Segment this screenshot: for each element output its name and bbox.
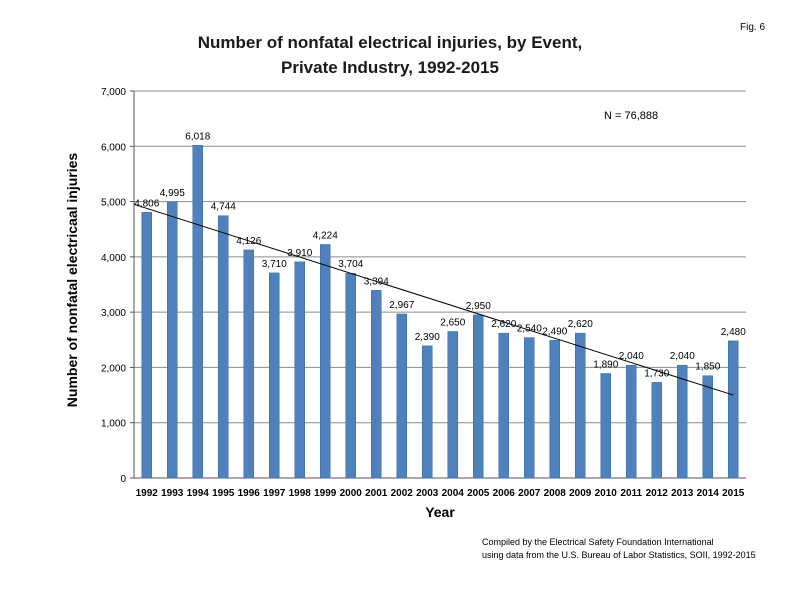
bar xyxy=(728,340,739,479)
bar xyxy=(422,345,433,479)
x-tick-label: 1998 xyxy=(289,488,312,499)
x-tick-label: 2002 xyxy=(391,488,414,499)
figure-number: Fig. 6 xyxy=(740,22,766,33)
bar-value-label: 3,704 xyxy=(338,259,363,270)
chart-title-line2: Private Industry, 1992-2015 xyxy=(281,58,499,77)
trendline xyxy=(133,203,734,396)
x-tick-label: 2014 xyxy=(697,488,720,499)
bar-value-label: 2,650 xyxy=(440,317,465,328)
bar xyxy=(396,313,407,479)
x-tick-label: 1996 xyxy=(238,488,261,499)
bar-value-label: 4,806 xyxy=(134,198,159,209)
bar-value-label: 2,480 xyxy=(721,327,746,338)
source-credit-line2: using data from the U.S. Bureau of Labor… xyxy=(482,550,756,560)
bar xyxy=(549,340,560,479)
bar xyxy=(600,373,611,479)
bar xyxy=(269,272,280,479)
x-tick-label: 2011 xyxy=(620,488,642,499)
bar-value-label: 4,995 xyxy=(160,188,185,199)
bar-value-label: 2,620 xyxy=(491,319,516,330)
x-tick-label: 2005 xyxy=(467,488,490,499)
bar-value-label: 2,490 xyxy=(542,326,567,337)
bar xyxy=(218,215,229,479)
bar-value-label: 2,540 xyxy=(517,324,542,335)
x-tick-label: 2009 xyxy=(569,488,592,499)
bar xyxy=(371,290,382,479)
x-tick-label: 2012 xyxy=(646,488,669,499)
bar-value-label: 1,850 xyxy=(695,362,720,373)
bar xyxy=(447,331,458,479)
source-credit: Compiled by the Electrical Safety Founda… xyxy=(482,536,756,562)
x-tick-label: 2003 xyxy=(416,488,439,499)
sample-size-annotation: N = 76,888 xyxy=(604,110,659,122)
y-tick-label: 7,000 xyxy=(101,87,126,98)
x-tick-label: 2007 xyxy=(518,488,541,499)
bar-value-label: 2,040 xyxy=(619,351,644,362)
y-tick-label: 6,000 xyxy=(101,142,126,153)
bar xyxy=(677,364,688,479)
x-tick-label: 2001 xyxy=(365,488,388,499)
x-tick-label: 2000 xyxy=(340,488,363,499)
bar-value-label: 3,910 xyxy=(287,248,312,259)
bar-value-label: 2,950 xyxy=(466,301,491,312)
bar-value-label: 4,224 xyxy=(313,230,338,241)
x-tick-label: 1999 xyxy=(314,488,337,499)
bar-value-label: 6,018 xyxy=(185,131,210,142)
bar-value-label: 2,390 xyxy=(415,332,440,343)
bar xyxy=(524,337,535,479)
y-tick-label: 5,000 xyxy=(101,198,126,209)
x-tick-label: 2010 xyxy=(595,488,618,499)
bar-value-label: 1,890 xyxy=(593,360,618,371)
x-tick-label: 2006 xyxy=(493,488,516,499)
bar-value-label: 4,744 xyxy=(211,202,236,213)
y-tick-label: 3,000 xyxy=(101,308,126,319)
bar xyxy=(626,364,637,479)
x-tick-label: 1993 xyxy=(161,488,184,499)
bar xyxy=(702,375,713,479)
y-tick-label: 1,000 xyxy=(101,419,126,430)
bar xyxy=(575,332,586,479)
bar xyxy=(498,332,509,479)
x-tick-label: 2015 xyxy=(722,488,745,499)
source-credit-line1: Compiled by the Electrical Safety Founda… xyxy=(482,537,714,547)
bar xyxy=(345,272,356,479)
x-tick-label: 1995 xyxy=(212,488,235,499)
x-axis-label: Year xyxy=(425,504,455,520)
bar xyxy=(473,314,484,479)
bar xyxy=(141,212,152,479)
bar xyxy=(192,145,203,479)
bar-value-label: 2,967 xyxy=(389,300,414,311)
y-tick-label: 0 xyxy=(120,474,126,485)
y-tick-label: 4,000 xyxy=(101,253,126,264)
bar-value-label: 2,620 xyxy=(568,319,593,330)
x-tick-label: 2013 xyxy=(671,488,694,499)
x-tick-label: 1997 xyxy=(263,488,286,499)
y-tick-label: 2,000 xyxy=(101,363,126,374)
x-tick-label: 2004 xyxy=(442,488,465,499)
bar xyxy=(243,249,254,479)
chart-title-line1: Number of nonfatal electrical injuries, … xyxy=(197,33,583,52)
bar xyxy=(167,201,178,479)
x-tick-label: 1992 xyxy=(136,488,159,499)
bar xyxy=(651,382,662,479)
x-tick-label: 1994 xyxy=(187,488,210,499)
x-tick-label: 2008 xyxy=(544,488,567,499)
bar-value-label: 3,710 xyxy=(262,259,287,270)
bar xyxy=(294,261,305,479)
bar-value-label: 2,040 xyxy=(670,351,695,362)
bar-value-label: 1,730 xyxy=(644,368,669,379)
bar xyxy=(320,244,331,479)
